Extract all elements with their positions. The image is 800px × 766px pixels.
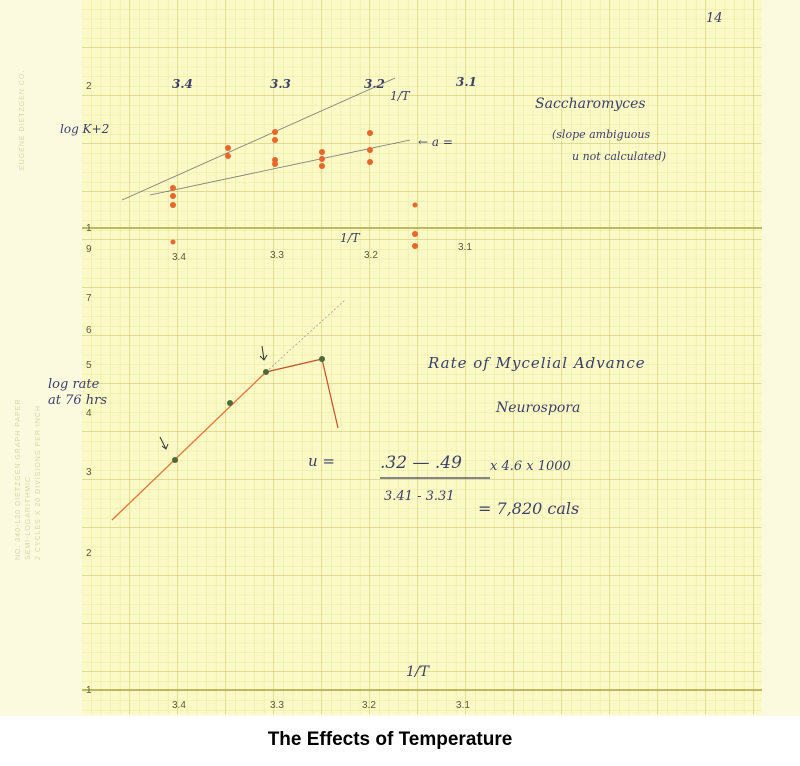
- axis-label: 7: [86, 293, 92, 304]
- arrow: [259, 345, 268, 361]
- lower-plot: log rate at 76 hrs Rate of Mycelial Adva…: [48, 299, 646, 711]
- x-tick: 3.4: [172, 252, 186, 263]
- plot-title: Rate of Mycelial Advance: [427, 354, 646, 372]
- fit-line: [149, 139, 411, 196]
- axis-label: 5: [86, 360, 92, 371]
- grid: [82, 0, 762, 714]
- x-tick: 3.2: [364, 250, 378, 261]
- axis-label: 4: [86, 408, 92, 419]
- formula-factor: x 4.6 x 1000: [490, 459, 571, 474]
- upper-plot: log K+2 3.4 3.3 3.2 3.1 1/T ← a = Saccha…: [60, 75, 666, 263]
- x-label: 1/T: [406, 664, 431, 680]
- points: [172, 356, 325, 463]
- y-label: log rate: [48, 377, 100, 392]
- top-tick: 3.3: [270, 77, 291, 91]
- formula-result: = 7,820 cals: [478, 499, 579, 518]
- axis-label: 1: [86, 685, 92, 696]
- spec-line: SEMI-LOGARITHMIC: [25, 476, 32, 560]
- maker: EUGENE DIETZGEN CO.: [19, 70, 26, 170]
- y-label: at 76 hrs: [48, 393, 107, 408]
- note: u not calculated): [572, 150, 666, 163]
- page-number: 14: [706, 11, 723, 26]
- points: [170, 129, 418, 249]
- x-tick: 3.1: [458, 242, 472, 253]
- plot-subtitle: Neurospora: [495, 400, 580, 416]
- axis-label: 2: [86, 81, 92, 92]
- spec-line: 2 CYCLES X 20 DIVISIONS PER INCH: [35, 405, 42, 560]
- top-axis-label: 1/T: [390, 89, 411, 103]
- line-note: ← a =: [418, 135, 453, 149]
- paper-spec: NO. 340-L20 DIETZGEN GRAPH PAPER SEMI-LO…: [15, 399, 42, 560]
- axis-label: 2: [86, 548, 92, 559]
- note: (slope ambiguous: [552, 128, 651, 141]
- maker-print: EUGENE DIETZGEN CO.: [19, 70, 26, 170]
- top-tick: 3.4: [172, 77, 193, 91]
- y-label: log K+2: [60, 122, 109, 136]
- axis-label: 1: [86, 223, 92, 234]
- formula-denominator: 3.41 - 3.31: [384, 489, 455, 504]
- caption: The Effects of Temperature: [268, 729, 513, 750]
- fit-line: [121, 77, 396, 201]
- fit-line: [111, 371, 267, 521]
- top-tick: 3.1: [456, 75, 477, 89]
- x-tick: 3.2: [362, 700, 376, 711]
- x-tick: 3.3: [270, 250, 284, 261]
- x-tick: 3.1: [456, 700, 470, 711]
- formula-numerator: .32 — .49: [380, 453, 462, 473]
- x-tick: 3.4: [172, 700, 186, 711]
- spec-line: NO. 340-L20 DIETZGEN GRAPH PAPER: [15, 399, 22, 560]
- axis-label: 6: [86, 325, 92, 336]
- plot-title: Saccharomyces: [535, 96, 646, 112]
- axis-label: 9: [86, 244, 92, 255]
- extension: [265, 299, 346, 373]
- top-tick: 3.2: [364, 77, 385, 91]
- formula-lhs: u =: [308, 452, 335, 470]
- axis-label: 3: [86, 467, 92, 478]
- log-axis: 2 1 9 7 6 5 4 3 2 1: [86, 81, 92, 696]
- x-label: 1/T: [340, 231, 361, 245]
- arrow: [159, 436, 169, 450]
- x-tick: 3.3: [270, 700, 284, 711]
